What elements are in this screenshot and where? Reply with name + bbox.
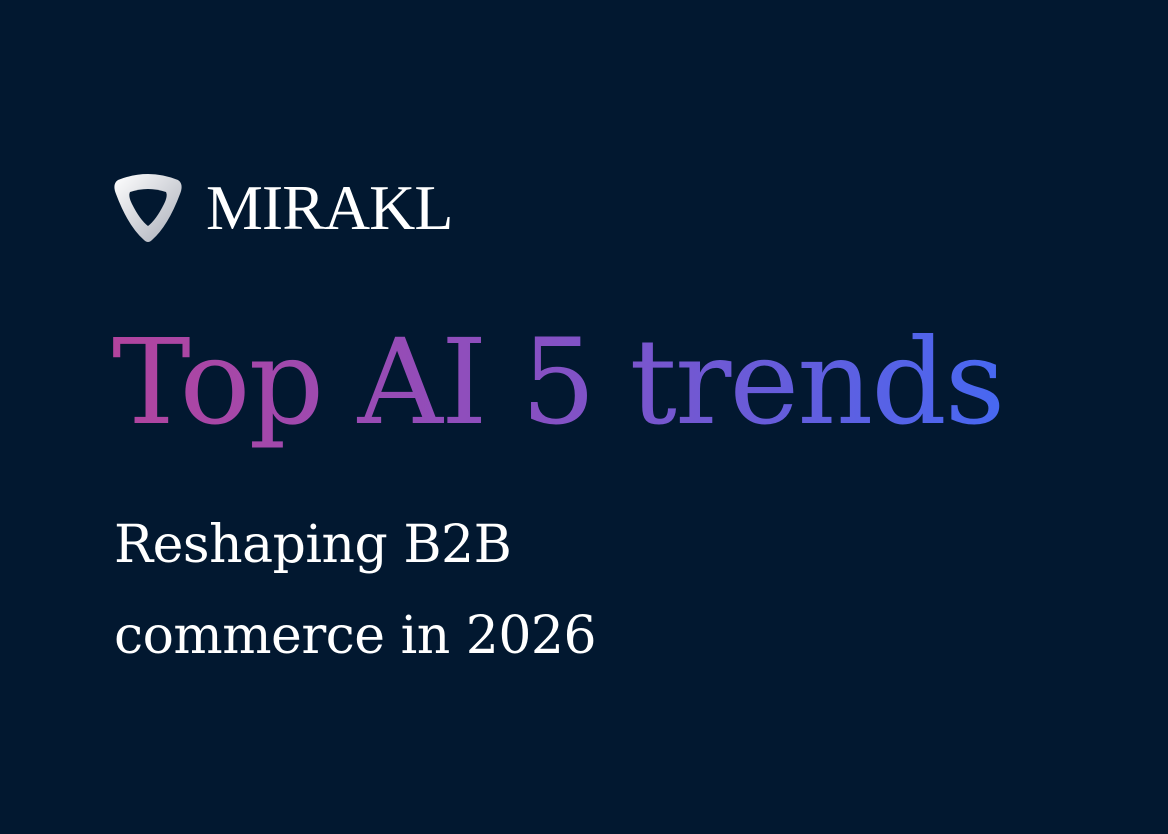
headline: Top AI 5 trends <box>112 313 1005 451</box>
mirakl-logo: MIRAKL <box>110 170 453 246</box>
subtitle-line-1: Reshaping B2B <box>114 515 512 575</box>
subtitle-line-2: commerce in 2026 <box>114 606 597 666</box>
brand-wordmark: MIRAKL <box>206 172 453 243</box>
subtitle: Reshaping B2B commerce in 2026 <box>114 500 597 682</box>
mirakl-shield-icon <box>114 174 182 242</box>
